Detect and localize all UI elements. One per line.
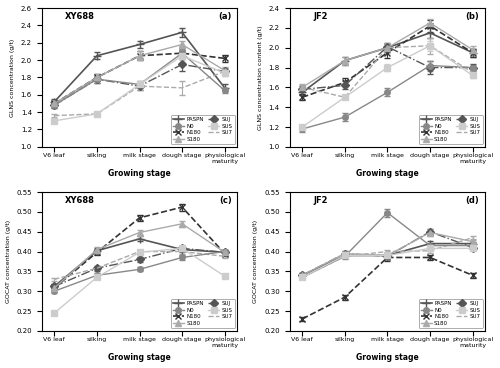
Y-axis label: GOCAT concentration (g/t): GOCAT concentration (g/t) [254,220,258,303]
Text: (c): (c) [219,196,232,205]
Y-axis label: GLNS concentration (g/t): GLNS concentration (g/t) [10,38,15,117]
X-axis label: Growing stage: Growing stage [108,353,171,362]
Y-axis label: GOCAT concentration (g/t): GOCAT concentration (g/t) [6,220,10,303]
Text: XY688: XY688 [65,196,95,205]
Text: (d): (d) [466,196,479,205]
X-axis label: Growing stage: Growing stage [356,169,419,178]
Legend: PASPN, N0, N180, S180, SUJ, SUS, SU7: PASPN, N0, N180, S180, SUJ, SUS, SU7 [418,114,482,144]
Y-axis label: GLNS concentration content (g/t): GLNS concentration content (g/t) [258,25,263,130]
Legend: PASPN, N0, N180, S180, SUJ, SUS, SU7: PASPN, N0, N180, S180, SUJ, SUS, SU7 [170,114,234,144]
Text: (b): (b) [466,12,479,21]
X-axis label: Growing stage: Growing stage [108,169,171,178]
Legend: PASPN, N0, N180, S180, SUJ, SUS, SU7: PASPN, N0, N180, S180, SUJ, SUS, SU7 [170,298,234,328]
Text: JF2: JF2 [313,12,328,21]
Text: XY688: XY688 [65,12,95,21]
Legend: PASPN, N0, N180, S180, SUJ, SUS, SU7: PASPN, N0, N180, S180, SUJ, SUS, SU7 [418,298,482,328]
Text: JF2: JF2 [313,196,328,205]
Text: (a): (a) [218,12,232,21]
X-axis label: Growing stage: Growing stage [356,353,419,362]
